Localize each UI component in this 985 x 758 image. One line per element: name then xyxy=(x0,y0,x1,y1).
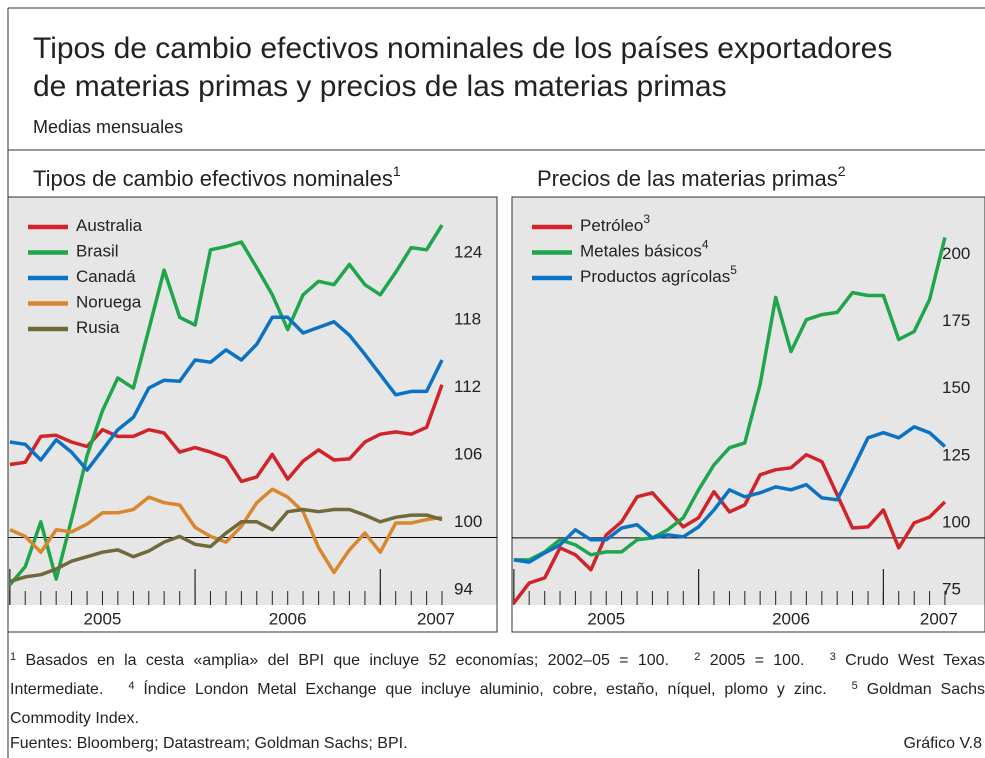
x-tick-label: 2007 xyxy=(920,609,958,628)
footnote-mark: 1 xyxy=(10,651,17,663)
footnote-mark: 3 xyxy=(829,651,836,663)
footnote: 2 2005 = 100. xyxy=(694,651,805,670)
x-tick-label: 2007 xyxy=(417,609,455,628)
y-tick-label: 118 xyxy=(454,310,481,329)
x-tick-label: 2005 xyxy=(84,609,122,628)
legend-name: Australia xyxy=(76,216,143,235)
legend-label: Productos agrícolas5 xyxy=(580,263,737,286)
y-tick-label: 124 xyxy=(454,242,482,261)
subtitle: Medias mensuales xyxy=(33,117,183,137)
y-tick-label: 100 xyxy=(454,512,482,531)
legend-label: Canadá xyxy=(76,267,136,286)
figure-label: Gráfico V.8 xyxy=(903,735,982,752)
y-tick-label: 100 xyxy=(942,512,970,531)
legend-label: Brasil xyxy=(76,242,119,261)
footnote-text: Crudo West Texas Intermediate. xyxy=(10,652,985,698)
x-tick-label: 2005 xyxy=(587,609,625,628)
footnote-text: Índice London Metal Exchange que incluye… xyxy=(143,681,827,698)
y-tick-label: 200 xyxy=(942,244,970,263)
legend-label: Petróleo3 xyxy=(580,212,650,235)
legend-name: Productos agrícolas xyxy=(580,267,730,286)
legend-name: Rusia xyxy=(76,318,120,337)
footnote: 5 Goldman Sachs Commodity Index. xyxy=(10,680,985,728)
series-line xyxy=(8,224,444,586)
panel-title-note: 2 xyxy=(838,163,846,179)
panel-title-text: Tipos de cambio efectivos nominales xyxy=(33,166,393,191)
y-tick-label: 175 xyxy=(942,311,970,330)
title-line: de materias primas y precios de las mate… xyxy=(33,70,727,103)
legend-name: Canadá xyxy=(76,267,136,286)
series-line xyxy=(513,425,947,564)
panel-border xyxy=(7,196,498,633)
footer: Fuentes: Bloomberg; Datastream; Goldman … xyxy=(10,735,982,753)
footnote: 3 Crudo West Texas Intermediate. xyxy=(10,651,985,699)
title-line: Tipos de cambio efectivos nominales de l… xyxy=(33,32,892,65)
footnote-mark: 5 xyxy=(851,680,858,692)
footnote: 1 Basados en la cesta «amplia» del BPI q… xyxy=(10,651,669,670)
y-tick-label: 94 xyxy=(454,579,473,598)
footnote: 4 Índice London Metal Exchange que inclu… xyxy=(128,680,827,699)
footnote-mark: 2 xyxy=(694,651,701,663)
series-line xyxy=(9,315,444,472)
legend-label: Australia xyxy=(76,216,143,235)
footnotes: 1 Basados en la cesta «amplia» del BPI q… xyxy=(10,646,985,733)
legend-label: Metales básicos4 xyxy=(580,238,709,261)
series-line xyxy=(9,384,444,484)
panel-title-note: 1 xyxy=(393,163,401,179)
plot-area xyxy=(8,197,497,605)
panel-title-text: Precios de las materias primas xyxy=(537,166,838,191)
series-line xyxy=(9,507,443,584)
legend-note: 3 xyxy=(643,212,650,226)
legend-label: Noruega xyxy=(76,293,142,312)
legend-note: 5 xyxy=(730,263,737,277)
legend-label: Rusia xyxy=(76,318,120,337)
sources: Fuentes: Bloomberg; Datastream; Goldman … xyxy=(10,735,408,752)
footnote-text: Basados en la cesta «amplia» del BPI que… xyxy=(25,652,669,669)
y-tick-label: 112 xyxy=(454,377,481,396)
panel-title: Tipos de cambio efectivos nominales1 xyxy=(33,163,401,191)
legend-name: Brasil xyxy=(76,242,119,261)
y-tick-label: 75 xyxy=(942,579,961,598)
y-tick-label: 106 xyxy=(454,445,482,464)
x-tick-label: 2006 xyxy=(269,609,307,628)
legend-note: 4 xyxy=(702,238,709,252)
footnote-text: Goldman Sachs Commodity Index. xyxy=(10,681,985,727)
panel-border xyxy=(511,196,985,633)
legend-name: Petróleo xyxy=(580,216,643,235)
x-tick-label: 2006 xyxy=(772,609,810,628)
legend-name: Noruega xyxy=(76,293,142,312)
series-line xyxy=(9,487,443,575)
footnote-text: 2005 = 100. xyxy=(709,652,805,669)
series-line xyxy=(512,452,947,605)
legend-name: Metales básicos xyxy=(580,242,702,261)
panel-title: Precios de las materias primas2 xyxy=(537,163,846,191)
y-tick-label: 150 xyxy=(942,378,970,397)
footnote-mark: 4 xyxy=(128,680,135,692)
series-line xyxy=(513,237,947,562)
y-tick-label: 125 xyxy=(942,445,970,464)
